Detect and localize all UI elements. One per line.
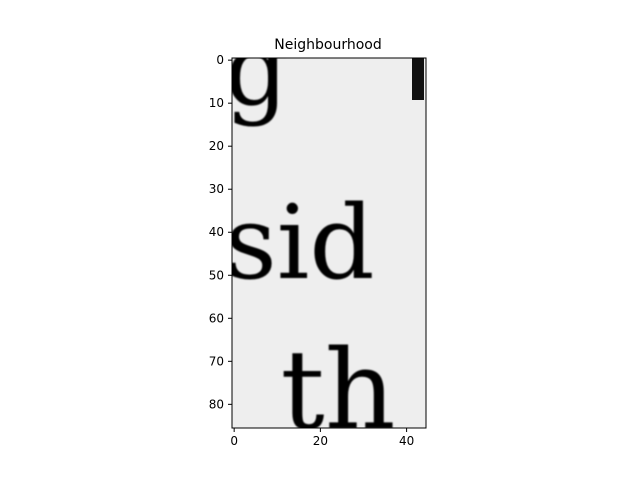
x-tick-label: 20 (313, 434, 328, 448)
glyph-sid: sid (224, 184, 374, 303)
y-tick-label: 20 (209, 139, 224, 153)
glyph-th: th (281, 326, 396, 454)
y-tick-label: 30 (209, 182, 224, 196)
x-tick-label: 0 (230, 434, 238, 448)
y-axis: 0 10 20 30 40 50 60 70 80 (209, 53, 232, 411)
partial-letter-stroke (412, 58, 424, 100)
y-tick-label: 40 (209, 225, 224, 239)
y-tick-label: 80 (209, 397, 224, 411)
y-tick-label: 10 (209, 96, 224, 110)
y-tick-label: 50 (209, 268, 224, 282)
chart-title: Neighbourhood (274, 37, 381, 53)
glyph-g: g (224, 11, 288, 128)
y-tick-label: 60 (209, 311, 224, 325)
y-tick-label: 0 (216, 53, 224, 67)
heatmap-image: g sid th (224, 11, 426, 454)
y-tick-label: 70 (209, 354, 224, 368)
text-glyphs: g sid th (224, 11, 396, 454)
x-tick-label: 40 (399, 434, 414, 448)
x-axis: 0 20 40 (230, 428, 414, 448)
image-background (232, 58, 426, 428)
plot-frame (231, 57, 427, 429)
